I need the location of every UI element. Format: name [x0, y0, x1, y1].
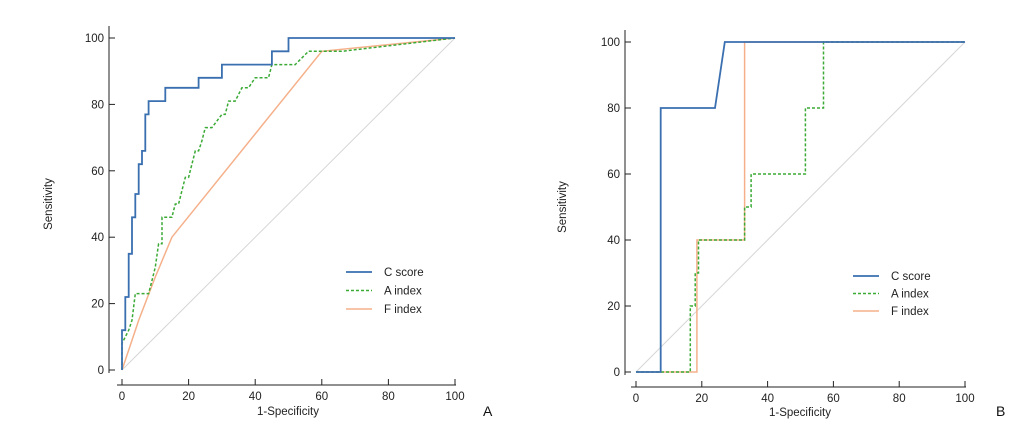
x-tick-label: 0 — [633, 393, 639, 405]
y-tick-label: 20 — [91, 299, 104, 311]
reference-diagonal — [121, 37, 456, 371]
y-tick-label: 20 — [607, 301, 620, 313]
x-axis-label: 1-Specificity — [769, 407, 831, 419]
x-tick-label: 100 — [445, 391, 464, 403]
x-tick-label: 20 — [182, 391, 195, 403]
legend-label: C score — [384, 267, 424, 279]
y-tick-label: 80 — [607, 103, 620, 115]
x-tick-label: 80 — [893, 393, 906, 405]
x-tick-label: 80 — [382, 391, 395, 403]
x-tick-label: 60 — [827, 393, 840, 405]
legend-label: F index — [891, 306, 929, 318]
y-tick-label: 0 — [98, 365, 104, 377]
legend: C score A index F index — [346, 267, 424, 316]
y-tick-label: 40 — [91, 232, 104, 244]
legend: C score A index F index — [853, 271, 931, 318]
legend-label: A index — [891, 289, 929, 301]
series-line-a-index — [121, 37, 456, 370]
x-axis-label: 1-Specificity — [257, 406, 319, 418]
series-line-f-index — [121, 37, 456, 371]
panel-label: A — [483, 403, 493, 419]
panel-label: B — [996, 403, 1005, 419]
y-axis-label: Sensitivity — [43, 178, 55, 230]
x-tick-label: 20 — [695, 393, 708, 405]
y-axis-label: Sensitivity — [557, 181, 569, 233]
y-tick-label: 0 — [614, 367, 620, 379]
x-tick-label: 60 — [315, 391, 328, 403]
series-line-c-score — [121, 37, 455, 370]
y-tick-label: 100 — [85, 33, 104, 45]
reference-diagonal — [635, 41, 966, 373]
y-tick-label: 40 — [607, 235, 620, 247]
x-tick-label: 40 — [761, 393, 774, 405]
y-tick-label: 60 — [91, 166, 104, 178]
y-tick-label: 100 — [601, 37, 620, 49]
series-line-c-score — [636, 41, 965, 373]
legend-label: C score — [891, 271, 931, 283]
y-tick-label: 80 — [91, 99, 104, 111]
x-tick-label: 100 — [955, 393, 974, 405]
roc-panel-b: 0 20 40 60 80 100 0 20 40 60 80 100 1-Specificity Sen… — [557, 30, 1005, 419]
legend-label: A index — [384, 286, 422, 298]
series-line-a-index — [636, 41, 965, 373]
y-tick-label: 60 — [607, 169, 620, 181]
x-tick-label: 40 — [249, 391, 262, 403]
roc-panel-a: 0 20 40 60 80 100 0 20 40 60 80 100 1-Specificity Sen… — [43, 26, 493, 419]
x-tick-label: 0 — [119, 391, 125, 403]
legend-label: F index — [384, 304, 422, 316]
